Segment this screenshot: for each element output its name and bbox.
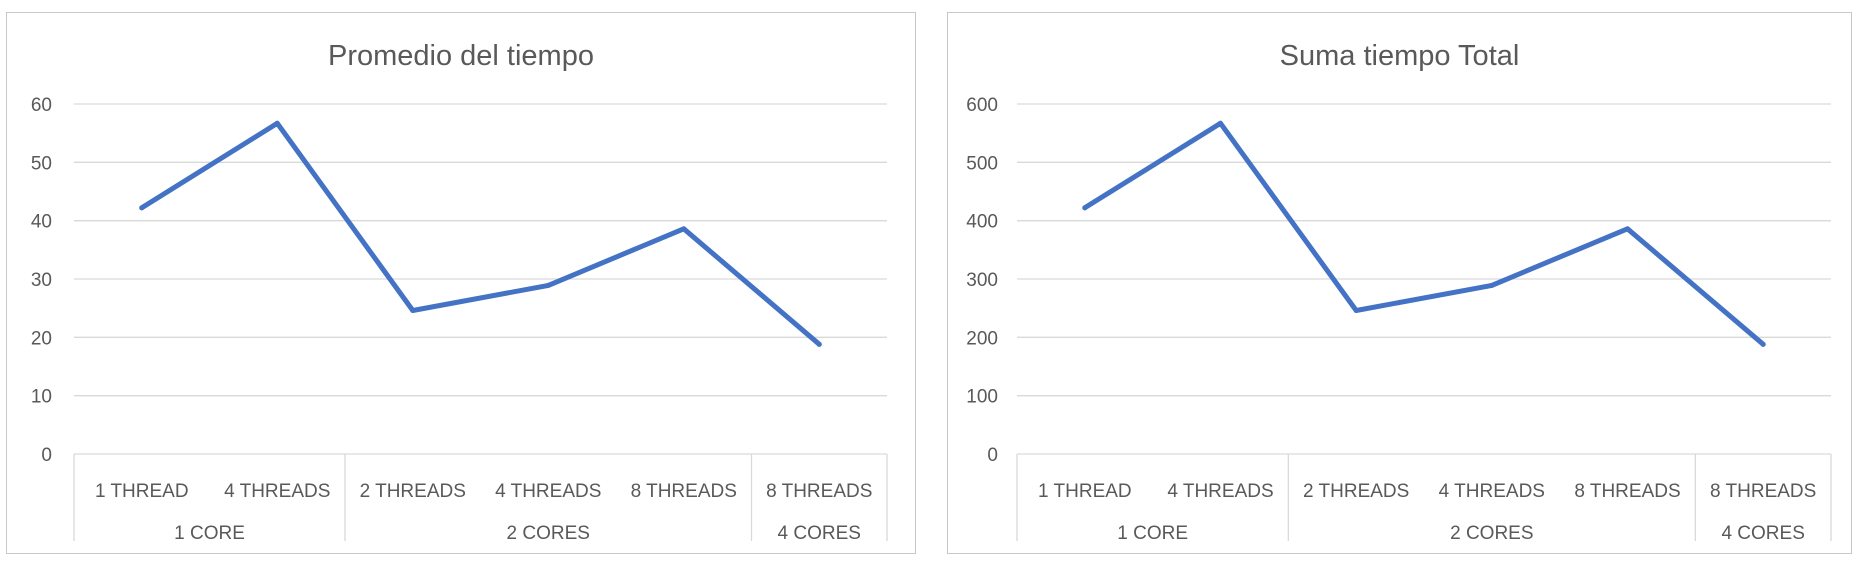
y-tick-label: 100	[966, 387, 998, 408]
data-point	[1625, 226, 1630, 232]
chart-title: Promedio del tiempo	[328, 40, 594, 72]
y-tick-label: 300	[966, 270, 998, 291]
category-label: 2 THREADS	[1303, 481, 1409, 502]
y-tick-label: 200	[966, 328, 998, 349]
chart-panel-promedio: Promedio del tiempo 0 10 20 30 40 50 60 1 CORE 2 …	[6, 12, 916, 554]
group-label: 4 CORES	[778, 523, 861, 544]
series-line	[139, 120, 822, 347]
y-tick-label: 400	[966, 212, 998, 233]
y-tick-label: 30	[31, 270, 52, 291]
data-point	[139, 205, 145, 211]
group-label: 1 CORE	[174, 523, 245, 544]
data-point	[1353, 308, 1359, 313]
category-label: 1 THREAD	[95, 481, 189, 502]
y-tick-label: 20	[31, 328, 52, 349]
data-point	[1760, 341, 1766, 347]
chart-title: Suma tiempo Total	[1280, 40, 1520, 72]
category-label: 8 THREADS	[631, 481, 737, 502]
category-label: 8 THREADS	[1710, 481, 1816, 502]
chart-svg: Suma tiempo Total 0 100 200 300 400 500 600 1 CO…	[966, 40, 1832, 544]
data-point	[410, 308, 416, 313]
group-label: 2 CORES	[507, 523, 590, 544]
y-tick-label: 50	[31, 153, 52, 174]
group-label: 4 CORES	[1721, 523, 1804, 544]
category-label: 2 THREADS	[360, 481, 466, 502]
data-point	[681, 226, 687, 232]
group-label: 1 CORE	[1117, 523, 1188, 544]
y-tick-label: 500	[966, 153, 998, 174]
data-point	[1489, 282, 1495, 288]
y-tick-label: 60	[31, 95, 52, 116]
category-label: 8 THREADS	[766, 481, 872, 502]
data-point	[816, 341, 822, 347]
data-point	[274, 120, 280, 126]
y-tick-label: 0	[41, 445, 52, 466]
y-tick-label: 10	[31, 387, 52, 408]
group-label: 2 CORES	[1450, 523, 1533, 544]
category-label: 4 THREADS	[1439, 481, 1545, 502]
category-label: 8 THREADS	[1574, 481, 1680, 502]
y-tick-label: 0	[987, 445, 998, 466]
chart-svg: Promedio del tiempo 0 10 20 30 40 50 60 1 CORE 2 …	[31, 40, 888, 544]
y-tick-label: 600	[966, 95, 998, 116]
series-line	[1082, 120, 1766, 347]
y-tick-label: 40	[31, 212, 52, 233]
category-label: 4 THREADS	[1167, 481, 1273, 502]
category-label: 4 THREADS	[224, 481, 330, 502]
category-label: 1 THREAD	[1038, 481, 1132, 502]
data-point	[1082, 205, 1088, 211]
chart-panel-suma: Suma tiempo Total 0 100 200 300 400 500 600 1 CO…	[947, 12, 1852, 554]
data-point	[545, 282, 551, 288]
data-point	[1218, 120, 1223, 126]
category-label: 4 THREADS	[495, 481, 601, 502]
